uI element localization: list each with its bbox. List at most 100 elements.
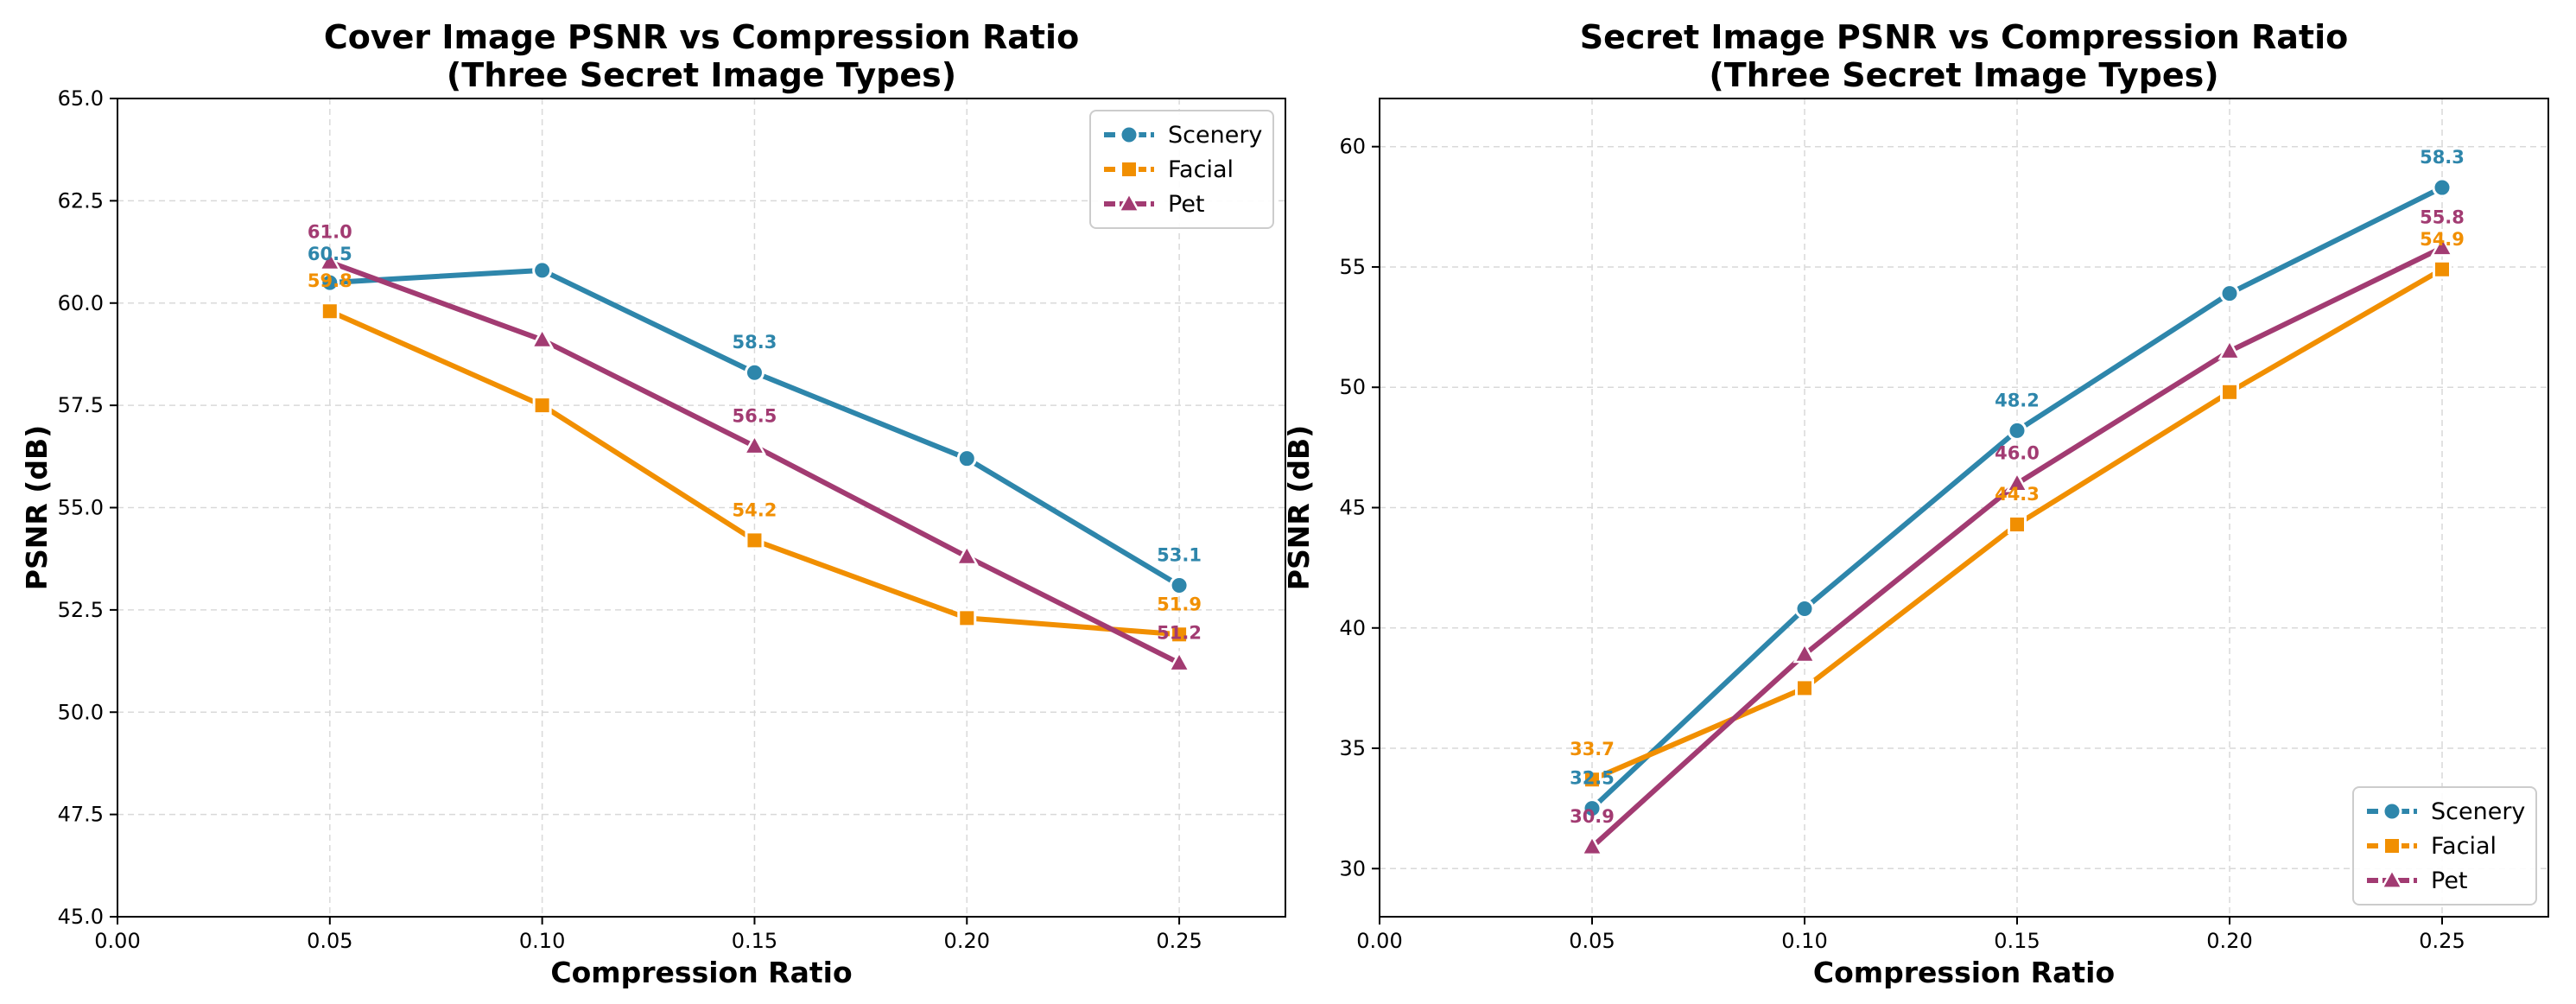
series-facial [320,302,1190,645]
y-axis-label: PSNR (dB) [20,425,54,590]
y-tick-label: 57.5 [58,393,104,417]
chart-title-line: Secret Image PSNR vs Compression Ratio [1580,18,2348,56]
data-point-pet [1580,834,1604,856]
chart-title-line: (Three Secret Image Types) [447,56,956,94]
data-point-facial [957,608,977,628]
y-tick-label: 47.5 [58,803,104,827]
data-label-facial: 54.2 [733,499,777,520]
data-point-pet [530,327,555,349]
data-point-facial [1795,678,1814,698]
data-label-pet: 51.2 [1157,622,1202,643]
legend-triangle-icon [2380,867,2404,889]
y-tick-label: 62.5 [58,188,104,213]
data-point-pet [2430,235,2454,257]
y-tick-label: 45 [1339,496,1366,520]
y-tick-label: 50.0 [58,700,104,724]
y-tick-label: 50 [1339,375,1366,399]
legend-circle-icon [2382,801,2402,822]
legend-label: Scenery [1168,122,1262,149]
data-label-pet: 55.8 [2420,207,2465,228]
x-tick-label: 0.25 [1156,929,1202,953]
data-point-facial [532,396,552,416]
data-label-facial: 33.7 [1570,739,1615,759]
y-tick-label: 65.0 [58,86,104,111]
legend-item-facial: Facial [1104,156,1234,183]
series-pet [318,249,1191,672]
data-point-scenery [532,260,553,281]
y-axis-label: PSNR (dB) [1282,425,1316,590]
legend-label: Facial [1168,156,1234,183]
data-label-facial: 51.9 [1157,594,1202,614]
data-point-facial [745,531,765,550]
data-point-facial [1170,625,1190,645]
y-tick-label: 60 [1339,135,1366,159]
data-point-scenery [1582,798,1602,819]
y-tick-label: 35 [1339,736,1366,760]
data-label-facial: 54.9 [2420,229,2465,250]
y-tick-label: 45.0 [58,905,104,929]
data-point-facial [1583,770,1602,790]
data-label-pet: 46.0 [1995,443,2040,464]
data-label-scenery: 58.3 [2420,147,2465,168]
data-point-scenery [1169,575,1190,595]
series-scenery [1582,177,2452,819]
legend-square-icon [1120,160,1139,179]
data-point-scenery [1794,598,1815,619]
data-point-pet [742,433,766,455]
data-point-pet [2005,471,2029,492]
data-point-pet [318,249,342,271]
data-point-scenery [744,362,765,383]
x-tick-label: 0.10 [1781,929,1827,953]
data-point-scenery [956,448,977,469]
legend-label: Pet [2431,867,2468,894]
data-label-pet: 56.5 [733,405,777,426]
legend-triangle-icon [1117,191,1141,213]
y-tick-label: 40 [1339,616,1366,640]
x-tick-label: 0.05 [1569,929,1615,953]
data-point-pet [955,543,979,566]
data-point-facial [2008,514,2027,534]
x-tick-label: 0.15 [732,929,777,953]
data-label-facial: 44.3 [1995,484,2040,505]
x-tick-label: 0.25 [2419,929,2465,953]
y-tick-label: 55 [1339,255,1366,279]
legend-item-facial: Facial [2367,833,2497,860]
series-scenery [320,260,1190,595]
legend-square-icon [2382,836,2402,855]
x-tick-label: 0.20 [2206,929,2252,953]
data-point-facial [2220,382,2239,402]
series-pet [1580,235,2454,856]
legend-label: Pet [1168,191,1205,218]
data-label-scenery: 32.5 [1570,768,1615,789]
chart-1: Cover Image PSNR vs Compression Ratio(Th… [20,18,1286,989]
x-axis-label: Compression Ratio [1813,956,2115,989]
x-tick-label: 0.05 [307,929,352,953]
data-point-scenery [2432,177,2452,198]
data-label-scenery: 60.5 [308,244,352,264]
data-point-pet [1792,641,1817,664]
data-label-pet: 61.0 [308,221,352,242]
data-label-scenery: 48.2 [1995,390,2040,410]
data-point-pet [1167,650,1191,672]
x-axis-label: Compression Ratio [550,956,852,989]
data-point-pet [2218,338,2242,360]
y-tick-label: 55.0 [58,496,104,520]
legend-item-pet: Pet [1104,191,1205,218]
data-label-facial: 59.8 [308,270,352,291]
legend-circle-icon [1119,124,1139,145]
data-point-facial [2433,259,2452,279]
chart-title-line: Cover Image PSNR vs Compression Ratio [324,18,1079,56]
legend-item-pet: Pet [2367,867,2468,894]
x-tick-label: 0.20 [944,929,990,953]
x-tick-label: 0.00 [1356,929,1402,953]
legend-item-scenery: Scenery [2367,798,2525,825]
legend-item-scenery: Scenery [1104,122,1262,149]
data-label-scenery: 58.3 [733,332,777,353]
y-tick-label: 60.0 [58,291,104,315]
legend-label: Scenery [2431,798,2525,825]
data-point-facial [320,302,339,321]
data-label-scenery: 53.1 [1157,544,1202,565]
data-point-scenery [2219,283,2240,304]
chart-2: Secret Image PSNR vs Compression Ratio(T… [1282,18,2549,989]
